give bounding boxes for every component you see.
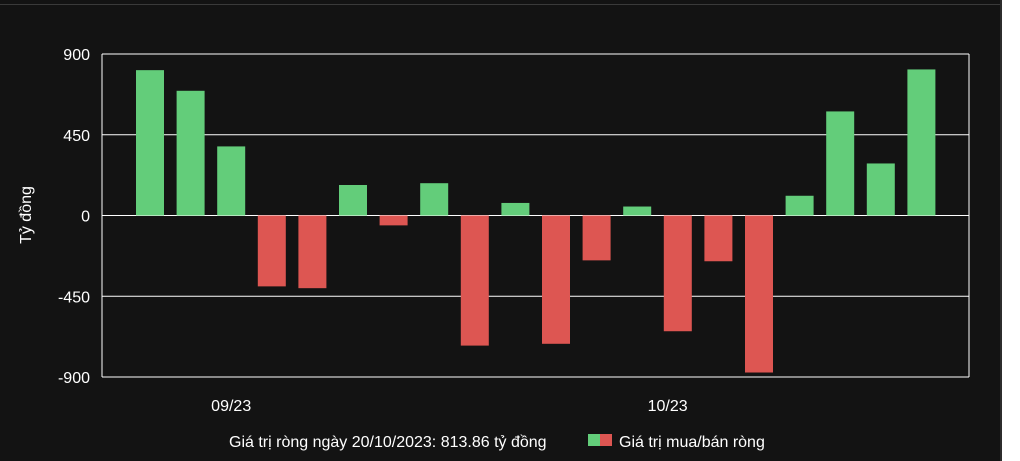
bar[interactable] — [907, 69, 936, 216]
bar[interactable] — [136, 70, 164, 216]
page-scrollbar-edge — [1000, 0, 1002, 461]
bar[interactable] — [623, 206, 652, 216]
bar[interactable] — [217, 146, 246, 216]
bar[interactable] — [379, 215, 408, 226]
legend-swatch-negative — [600, 434, 612, 446]
legend-label: Giá trị mua/bán ròng — [619, 434, 765, 451]
bar[interactable] — [501, 202, 530, 216]
legend-swatch-positive — [588, 434, 600, 446]
legend: Giá trị ròng ngày 20/10/2023: 813.86 tỷ … — [229, 434, 765, 451]
bar[interactable] — [339, 184, 367, 216]
bar[interactable] — [176, 90, 205, 216]
bar[interactable] — [542, 215, 570, 344]
y-axis-label: Tỷ đồng — [18, 186, 35, 244]
y-tick-label: 450 — [63, 128, 90, 145]
bar[interactable] — [663, 215, 692, 332]
page-scrollbar-track[interactable] — [1000, 0, 1020, 461]
y-tick-label: -450 — [58, 289, 90, 306]
bars — [136, 69, 936, 373]
y-tick-label: 0 — [81, 209, 90, 226]
chart-caption: Giá trị ròng ngày 20/10/2023: 813.86 tỷ … — [229, 434, 547, 451]
bar[interactable] — [826, 111, 855, 216]
x-tick-label: 10/23 — [648, 398, 688, 415]
y-tick-label: 900 — [63, 47, 90, 64]
x-tick-labels: 09/23 10/23 — [211, 398, 688, 415]
bar[interactable] — [460, 215, 489, 346]
x-tick-label: 09/23 — [211, 398, 251, 415]
bar[interactable] — [704, 215, 733, 262]
bar[interactable] — [420, 183, 449, 216]
bar[interactable] — [257, 215, 286, 287]
bar[interactable] — [785, 195, 814, 216]
plot-frame — [101, 54, 970, 378]
top-divider — [0, 4, 1000, 5]
y-tick-label: -900 — [58, 370, 90, 387]
bar[interactable] — [745, 215, 773, 373]
y-tick-labels: 900 450 0 -450 -900 — [58, 47, 90, 387]
bar[interactable] — [866, 163, 895, 216]
bar[interactable] — [582, 215, 611, 261]
bar[interactable] — [298, 215, 327, 289]
